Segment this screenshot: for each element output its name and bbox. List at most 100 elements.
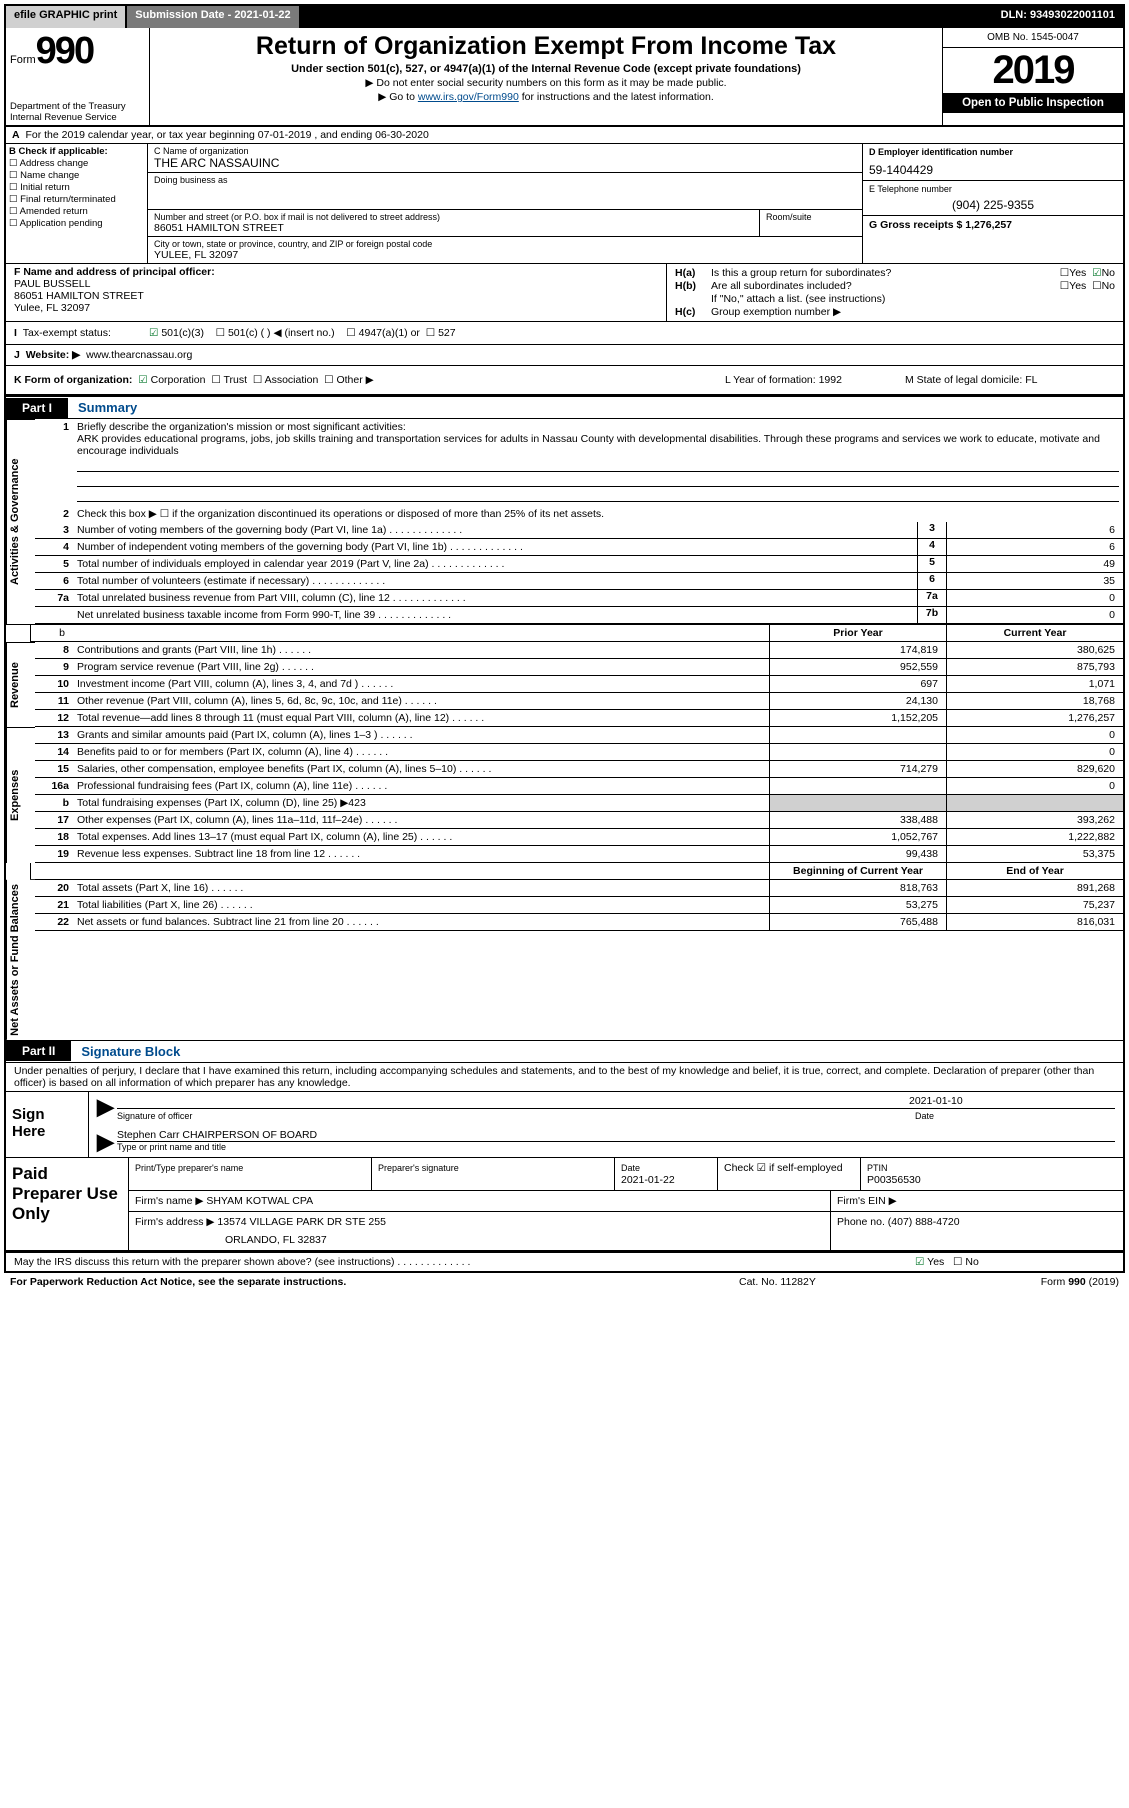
lbl-corp: Corporation — [151, 374, 206, 386]
col-F-officer: F Name and address of principal officer:… — [6, 264, 667, 321]
goto-suffix: for instructions and the latest informat… — [519, 91, 714, 103]
row-K-L-M: K Form of organization: ☑ Corporation ☐ … — [6, 366, 1123, 396]
h-a-no[interactable]: ☑ — [1092, 267, 1101, 279]
firm-ein: Firm's EIN ▶ — [831, 1191, 1123, 1211]
h-a-yes[interactable]: ☐Yes — [1060, 267, 1087, 279]
date-label: Date — [915, 1111, 1115, 1121]
efile-print-label[interactable]: efile GRAPHIC print — [6, 6, 127, 28]
open-public-badge: Open to Public Inspection — [943, 93, 1123, 113]
topbar-spacer — [301, 6, 993, 28]
street-block: Number and street (or P.O. box if mail i… — [148, 210, 760, 236]
sign-body: ▶ 2021-01-10 Signature of officer Date ▶… — [89, 1092, 1123, 1157]
chk-initial-return[interactable]: ☐ Initial return — [9, 182, 144, 193]
h-c-row: H(c)Group exemption number ▶ — [675, 306, 1115, 318]
table-row: 14Benefits paid to or for members (Part … — [35, 744, 1123, 761]
K-label: K Form of organization: — [14, 374, 132, 386]
hdr-prior-year: Prior Year — [769, 625, 946, 641]
prep-row-2: Firm's name ▶ SHYAM KOTWAL CPA Firm's EI… — [129, 1191, 1123, 1212]
table-row: 12Total revenue—add lines 8 through 11 (… — [35, 710, 1123, 727]
h-b-no[interactable]: ☐No — [1092, 280, 1115, 292]
section-B-C-D: B Check if applicable: ☐ Address change … — [6, 144, 1123, 264]
M-domicile: M State of legal domicile: FL — [905, 374, 1115, 386]
table-row: Net unrelated business taxable income fr… — [35, 607, 1123, 624]
K-form-org: K Form of organization: ☑ Corporation ☐ … — [14, 374, 725, 386]
header-right: OMB No. 1545-0047 2019 Open to Public In… — [942, 28, 1123, 125]
side-stub — [6, 625, 31, 642]
chk-label: Application pending — [20, 218, 103, 229]
h-a-text: Is this a group return for subordinates? — [711, 267, 1060, 279]
lbl-assoc: Association — [265, 374, 319, 386]
submission-date: Submission Date - 2021-01-22 — [127, 6, 300, 28]
table-row: 10Investment income (Part VIII, column (… — [35, 676, 1123, 693]
instructions-link[interactable]: www.irs.gov/Form990 — [418, 91, 519, 103]
expenses-table: 13Grants and similar amounts paid (Part … — [35, 727, 1123, 863]
part-2-header: Part II Signature Block — [6, 1040, 1123, 1063]
chk-amended-return[interactable]: ☐ Amended return — [9, 206, 144, 217]
sign-date: 2021-01-10 — [903, 1094, 1115, 1108]
phone-value: (904) 225-9355 — [869, 198, 1117, 212]
firm-name: Firm's name ▶ SHYAM KOTWAL CPA — [129, 1191, 831, 1211]
hdr-end-year: End of Year — [946, 863, 1123, 879]
table-row: 11Other revenue (Part VIII, column (A), … — [35, 693, 1123, 710]
table-row: 5Total number of individuals employed in… — [35, 556, 1123, 573]
officer-label: F Name and address of principal officer: — [14, 266, 215, 278]
table-row: 16aProfessional fundraising fees (Part I… — [35, 778, 1123, 795]
table-row: 17Other expenses (Part IX, column (A), l… — [35, 812, 1123, 829]
officer-addr1: 86051 HAMILTON STREET — [14, 290, 658, 302]
hdr-beginning-year: Beginning of Current Year — [769, 863, 946, 879]
col-C-org-info: C Name of organization THE ARC NASSAUINC… — [148, 144, 863, 263]
ssn-warning: Do not enter social security numbers on … — [154, 77, 938, 89]
side-label-ag: Activities & Governance — [6, 419, 35, 624]
street-value: 86051 HAMILTON STREET — [154, 222, 753, 234]
prep-row-3: Firm's address ▶ 13574 VILLAGE PARK DR S… — [129, 1212, 1123, 1250]
chk-app-pending[interactable]: ☐ Application pending — [9, 218, 144, 229]
part-2-tag: Part II — [6, 1041, 71, 1061]
section-expenses: Expenses 13Grants and similar amounts pa… — [6, 727, 1123, 863]
table-row: 7aTotal unrelated business revenue from … — [35, 590, 1123, 607]
topbar: efile GRAPHIC print Submission Date - 20… — [6, 6, 1123, 28]
website-label: Website: ▶ — [26, 349, 81, 361]
part-1-header: Part I Summary — [6, 396, 1123, 419]
self-employed-check[interactable]: Check ☑ if self-employed — [724, 1162, 843, 1174]
chk-final-return[interactable]: ☐ Final return/terminated — [9, 194, 144, 205]
sign-here-label: Sign Here — [6, 1092, 89, 1157]
sign-here-section: Sign Here ▶ 2021-01-10 Signature of offi… — [6, 1092, 1123, 1158]
prep-date-label: Date — [621, 1163, 640, 1173]
q1-label: Briefly describe the organization's miss… — [77, 421, 406, 433]
L-year-formation: L Year of formation: 1992 — [725, 374, 905, 386]
table-row: 21Total liabilities (Part X, line 26)53,… — [35, 897, 1123, 914]
table-row: 15Salaries, other compensation, employee… — [35, 761, 1123, 778]
arrow-icon: ▶ — [97, 1129, 117, 1155]
h-c-text: Group exemption number ▶ — [711, 306, 841, 318]
discuss-no: No — [965, 1256, 978, 1268]
signature-label: Signature of officer — [117, 1111, 915, 1121]
section-activities-governance: Activities & Governance 1 Briefly descri… — [6, 419, 1123, 624]
q2-text: Check this box ▶ ☐ if the organization d… — [73, 506, 1123, 522]
chk-address-change[interactable]: ☐ Address change — [9, 158, 144, 169]
chk-501c3[interactable]: ☑ — [149, 327, 158, 339]
prep-sig-label: Preparer's signature — [378, 1163, 459, 1173]
J-label: J — [14, 349, 20, 361]
ag-table: 1 Briefly describe the organization's mi… — [35, 419, 1123, 624]
blank-line — [77, 474, 1119, 487]
chk-name-change[interactable]: ☐ Name change — [9, 170, 144, 181]
q1-text: ARK provides educational programs, jobs,… — [77, 433, 1100, 457]
hdr-current-year: Current Year — [946, 625, 1123, 641]
tax-year: 2019 — [943, 48, 1123, 93]
blank-line — [77, 489, 1119, 502]
discuss-question: May the IRS discuss this return with the… — [14, 1256, 470, 1268]
chk-label: Final return/terminated — [20, 194, 116, 205]
discuss-yes-check[interactable]: ☑ — [915, 1256, 924, 1268]
col-B-title: B Check if applicable: — [9, 146, 108, 157]
header-center: Return of Organization Exempt From Incom… — [150, 28, 942, 125]
row-J-website: J Website: ▶ www.thearcnassau.org — [6, 345, 1123, 366]
chk-corp[interactable]: ☑ — [138, 374, 147, 386]
firm-address: Firm's address ▶ 13574 VILLAGE PARK DR S… — [135, 1216, 824, 1228]
h-b-yes[interactable]: ☐Yes — [1060, 280, 1087, 292]
discuss-yes: Yes — [927, 1256, 944, 1268]
section-net-assets: Net Assets or Fund Balances 20Total asse… — [6, 880, 1123, 1040]
prior-current-header: b Prior Year Current Year — [6, 624, 1123, 642]
goto-prefix: Go to — [389, 91, 418, 103]
col-D-ein-phone: D Employer identification number 59-1404… — [863, 144, 1123, 263]
instructions-link-row: Go to www.irs.gov/Form990 for instructio… — [154, 91, 938, 103]
